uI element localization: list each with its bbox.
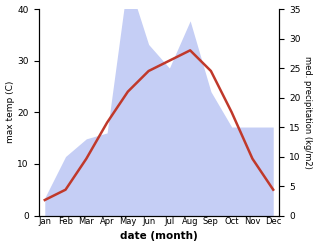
Y-axis label: max temp (C): max temp (C) [5,81,15,144]
X-axis label: date (month): date (month) [120,231,198,242]
Y-axis label: med. precipitation (kg/m2): med. precipitation (kg/m2) [303,56,313,169]
